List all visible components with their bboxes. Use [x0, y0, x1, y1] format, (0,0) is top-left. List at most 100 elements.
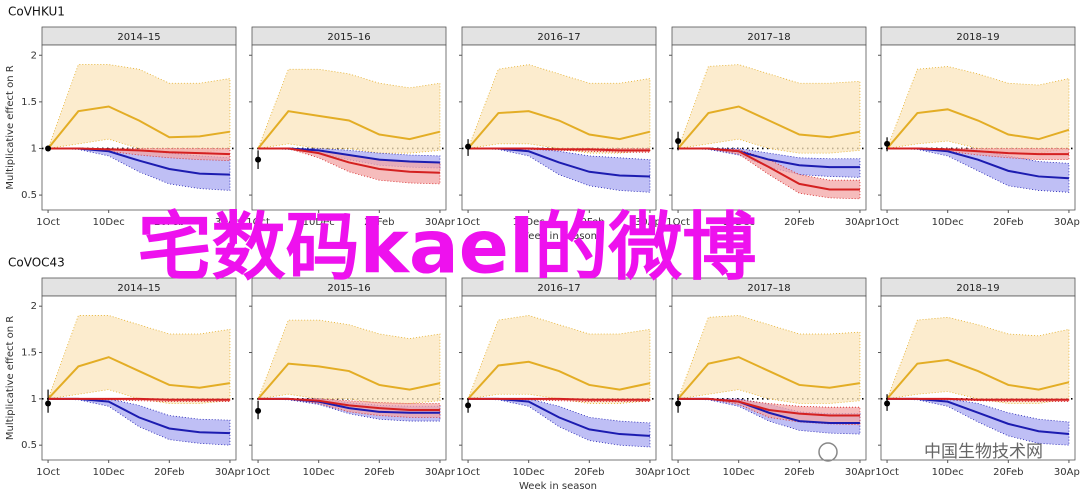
panel-title: 2018–19: [956, 32, 999, 43]
x-tick-label: 1Oct: [36, 467, 60, 478]
x-tick-label: 20Feb: [784, 467, 814, 478]
x-tick-label: 1Oct: [456, 217, 480, 228]
point: [255, 156, 262, 163]
panel-title: 2016–17: [537, 32, 580, 43]
x-tick-label: 1Oct: [246, 217, 270, 228]
panel-title: 2017–18: [747, 32, 790, 43]
line: [678, 397, 860, 417]
line: [468, 397, 650, 401]
y-tick-label: 2: [31, 301, 37, 312]
panel-title: 2018–19: [956, 283, 999, 294]
x-tick-label: 1Oct: [246, 467, 270, 478]
x-tick-label: 10Dec: [513, 467, 545, 478]
x-tick-label: 10Dec: [932, 217, 964, 228]
source-watermark: 中国生物技术网: [924, 442, 1043, 462]
line: [258, 397, 440, 411]
x-tick-label: 20Feb: [574, 467, 604, 478]
watermark-icon: [818, 442, 838, 462]
point: [255, 407, 262, 414]
line: [48, 147, 230, 156]
ribbon: [258, 148, 441, 185]
panel-title: 2015–16: [327, 283, 370, 294]
point: [45, 145, 52, 152]
y-tick-label: 1: [31, 394, 37, 405]
point: [465, 143, 472, 150]
x-tick-label: 30Apr: [425, 217, 456, 228]
ribbon: [48, 148, 231, 162]
y-tick-label: 1.5: [21, 348, 37, 359]
line: [47, 105, 231, 150]
row-title: CoVOC43: [8, 256, 65, 270]
x-tick-label: 10Dec: [93, 217, 125, 228]
y-axis-label: Multiplicative effect on R: [5, 65, 16, 189]
panel-title: 2014–15: [117, 283, 160, 294]
point: [675, 400, 682, 407]
x-tick-label: 10Dec: [932, 467, 964, 478]
x-tick-label: 20Feb: [993, 467, 1023, 478]
x-tick-label: 30Apr: [425, 467, 456, 478]
x-tick-label: 1Oct: [36, 217, 60, 228]
x-tick-label: 20Feb: [993, 217, 1023, 228]
line: [677, 105, 861, 150]
line: [887, 147, 1069, 156]
panel-title: 2016–17: [537, 283, 580, 294]
x-tick-label: 1Oct: [666, 467, 690, 478]
x-tick-label: 30Apr: [1054, 467, 1080, 478]
x-axis-label: Week in season: [519, 231, 597, 242]
y-tick-label: 1: [31, 143, 37, 154]
y-tick-label: 0.5: [21, 190, 37, 201]
x-tick-label: 10Dec: [723, 467, 755, 478]
row-title: CoVHKU1: [8, 5, 65, 19]
y-axis-label: Multiplicative effect on R: [5, 316, 16, 440]
ribbon: [467, 64, 651, 154]
x-tick-label: 20Feb: [154, 217, 184, 228]
line: [257, 362, 441, 400]
x-tick-label: 20Feb: [364, 217, 394, 228]
y-tick-label: 0.5: [21, 440, 37, 451]
y-tick-label: 2: [31, 50, 37, 61]
x-tick-label: 30Apr: [635, 217, 666, 228]
line: [677, 356, 861, 400]
x-tick-label: 10Dec: [93, 467, 125, 478]
panel-title: 2015–16: [327, 32, 370, 43]
line: [887, 397, 1069, 401]
ribbon: [677, 64, 861, 154]
point: [884, 400, 891, 407]
point: [465, 402, 472, 409]
x-tick-label: 10Dec: [513, 217, 545, 228]
x-tick-label: 20Feb: [364, 467, 394, 478]
point: [675, 138, 682, 145]
ribbon: [677, 315, 861, 404]
ribbon: [887, 148, 1070, 161]
line: [467, 360, 651, 400]
point: [45, 400, 52, 407]
x-tick-label: 10Dec: [723, 217, 755, 228]
x-axis-label: Week in season: [519, 481, 597, 492]
x-tick-label: 1Oct: [875, 217, 899, 228]
line: [48, 397, 230, 401]
panel-title: 2017–18: [747, 283, 790, 294]
x-tick-label: 10Dec: [303, 217, 335, 228]
point: [884, 140, 891, 147]
watermark: 宅数码kael的微博: [138, 205, 757, 291]
x-tick-label: 20Feb: [154, 467, 184, 478]
x-tick-label: 1Oct: [666, 217, 690, 228]
ribbon: [48, 148, 231, 191]
ribbon: [47, 64, 231, 154]
line: [47, 356, 231, 400]
x-tick-label: 30Apr: [845, 467, 876, 478]
ribbon: [47, 315, 231, 404]
ribbon: [467, 315, 651, 404]
line: [257, 110, 441, 150]
x-tick-label: 30Apr: [845, 217, 876, 228]
ribbon: [886, 316, 1070, 404]
x-tick-label: 1Oct: [456, 467, 480, 478]
line: [467, 110, 651, 150]
x-tick-label: 30Apr: [1054, 217, 1080, 228]
x-tick-label: 1Oct: [875, 467, 899, 478]
ribbon: [257, 68, 441, 154]
x-tick-label: 20Feb: [784, 217, 814, 228]
y-tick-label: 1.5: [21, 97, 37, 108]
ribbon: [886, 66, 1070, 154]
